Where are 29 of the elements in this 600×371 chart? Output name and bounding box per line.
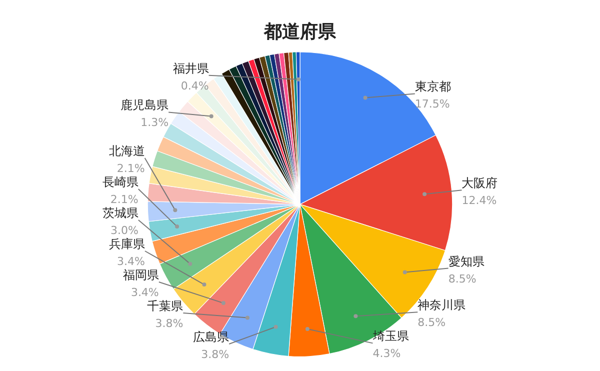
slice-label: 千葉県 — [147, 299, 184, 313]
slice-label: 鹿児島県 — [120, 98, 169, 112]
data-label: 2.1% — [110, 193, 138, 206]
data-label: 3.4% — [130, 286, 159, 299]
slice-label: 大阪府 — [462, 176, 498, 190]
slice-label: 東京都 — [414, 80, 451, 94]
data-label: 3.8% — [155, 317, 184, 330]
chart-title: 都道府県 — [263, 21, 337, 42]
slice-label: 埼玉県 — [372, 329, 409, 344]
data-label: 4.3% — [372, 347, 401, 360]
data-label: 12.4% — [462, 194, 497, 208]
data-label: 3.8% — [201, 348, 230, 361]
data-label: 8.5% — [448, 272, 476, 286]
slice-label: 福岡県 — [122, 268, 159, 282]
data-label: 8.5% — [418, 316, 446, 330]
data-label: 17.5% — [414, 98, 450, 111]
slice-label: 広島県 — [193, 330, 230, 344]
slice-label: 福井県 — [172, 61, 209, 76]
data-label: 2.1% — [116, 162, 145, 175]
slice-label: 北海道 — [108, 144, 145, 158]
data-label: 0.4% — [180, 79, 209, 92]
slice-label: 神奈川県 — [418, 298, 466, 312]
slice-label: 兵庫県 — [108, 237, 145, 251]
data-label: 3.0% — [110, 224, 138, 237]
slice-label: 愛知県 — [448, 254, 484, 268]
data-label: 3.4% — [116, 255, 145, 268]
slice-label: 茨城県 — [102, 206, 138, 220]
slice-label: 長崎県 — [102, 175, 138, 189]
data-label: 1.3% — [140, 116, 169, 130]
